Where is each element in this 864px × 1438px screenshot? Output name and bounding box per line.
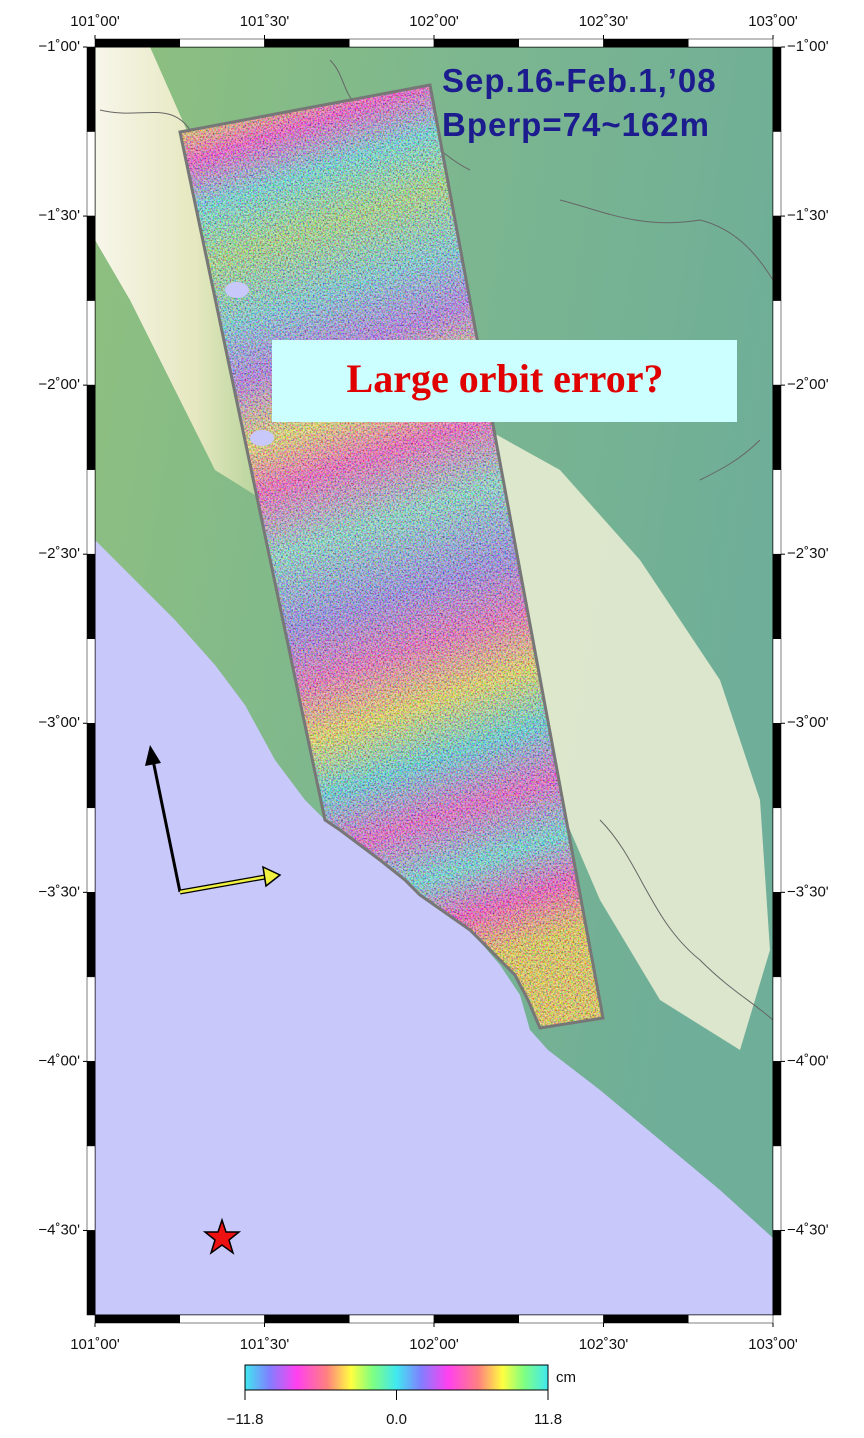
- border-segment: [773, 385, 781, 470]
- x-tick-label: 102˚00': [409, 13, 459, 30]
- border-segment: [87, 808, 95, 893]
- y-tick-label: −2˚00': [38, 376, 80, 393]
- border-segment: [265, 1315, 350, 1323]
- x-tick-label: 101˚00': [70, 1336, 120, 1353]
- colorbar: [245, 1365, 548, 1390]
- y-tick-label: −1˚30': [787, 207, 829, 224]
- border-segment: [434, 39, 519, 47]
- border-segment: [773, 216, 781, 301]
- lake: [225, 282, 249, 298]
- border-segment: [773, 1146, 781, 1231]
- title-line: Sep.16-Feb.1,’08: [442, 62, 717, 99]
- y-tick-label: −1˚00': [38, 38, 80, 55]
- map-figure: 101˚00' 101˚00' 101˚30' 101˚30' 102˚00' 102˚0…: [0, 0, 864, 1438]
- border-segment: [87, 554, 95, 639]
- border-segment: [773, 723, 781, 808]
- y-tick-label: −3˚30': [787, 883, 829, 900]
- border-segment: [434, 1315, 519, 1323]
- y-tick-label: −2˚00': [787, 376, 829, 393]
- border-segment: [95, 1315, 180, 1323]
- border-segment: [87, 47, 95, 132]
- colorbar-tick-label: −11.8: [227, 1411, 264, 1428]
- border-segment: [87, 977, 95, 1062]
- border-segment: [349, 1315, 434, 1323]
- border-segment: [773, 1061, 781, 1146]
- border-segment: [87, 132, 95, 217]
- border-segment: [773, 132, 781, 217]
- y-tick-label: −4˚00': [38, 1052, 80, 1069]
- border-segment: [688, 39, 773, 47]
- border-segment: [519, 1315, 604, 1323]
- map-area: [95, 47, 773, 1315]
- x-tick-label: 101˚30': [240, 13, 290, 30]
- border-segment: [87, 1061, 95, 1146]
- y-tick-label: −1˚00': [787, 38, 829, 55]
- x-tick-label: 102˚30': [579, 1336, 629, 1353]
- y-tick-label: −4˚30': [787, 1221, 829, 1238]
- border-segment: [87, 470, 95, 555]
- border-segment: [604, 1315, 689, 1323]
- border-segment: [773, 554, 781, 639]
- colorbar-tick-label: 11.8: [534, 1411, 562, 1428]
- border-segment: [773, 892, 781, 977]
- annotation: Large orbit error?: [347, 356, 664, 401]
- border-segment: [180, 1315, 265, 1323]
- y-tick-label: −2˚30': [787, 545, 829, 562]
- x-tick-label: 103˚00': [748, 13, 798, 30]
- border-segment: [688, 1315, 773, 1323]
- border-segment: [773, 977, 781, 1062]
- y-tick-label: −1˚30': [38, 207, 80, 224]
- x-tick-label: 101˚30': [240, 1336, 290, 1353]
- y-tick-label: −3˚00': [38, 714, 80, 731]
- x-tick-label: 102˚00': [409, 1336, 459, 1353]
- y-tick-label: −3˚00': [787, 714, 829, 731]
- border-segment: [773, 1230, 781, 1315]
- colorbar-unit: cm: [556, 1369, 576, 1386]
- border-segment: [87, 892, 95, 977]
- x-tick-label: 102˚30': [579, 13, 629, 30]
- border-segment: [87, 301, 95, 386]
- border-segment: [87, 1230, 95, 1315]
- border-segment: [180, 39, 265, 47]
- y-tick-label: −3˚30': [38, 883, 80, 900]
- colorbar-tick-label: 0.0: [386, 1411, 407, 1428]
- y-tick-label: −2˚30': [38, 545, 80, 562]
- x-tick-label: 101˚00': [70, 13, 120, 30]
- border-segment: [87, 1146, 95, 1231]
- border-segment: [773, 808, 781, 893]
- y-tick-label: −4˚00': [787, 1052, 829, 1069]
- border-segment: [773, 301, 781, 386]
- border-segment: [519, 39, 604, 47]
- border-segment: [87, 385, 95, 470]
- colorbar-ticks: −11.8 0.0 11.8: [227, 1390, 562, 1428]
- border-segment: [773, 470, 781, 555]
- y-tick-label: −4˚30': [38, 1221, 80, 1238]
- border-segment: [87, 216, 95, 301]
- lake: [250, 430, 274, 446]
- title-line: Bperp=74~162m: [442, 106, 710, 143]
- x-tick-label: 103˚00': [748, 1336, 798, 1353]
- border-segment: [773, 639, 781, 724]
- border-segment: [87, 723, 95, 808]
- border-segment: [265, 39, 350, 47]
- border-segment: [773, 47, 781, 132]
- border-segment: [87, 639, 95, 724]
- border-segment: [349, 39, 434, 47]
- border-segment: [604, 39, 689, 47]
- border-segment: [95, 39, 180, 47]
